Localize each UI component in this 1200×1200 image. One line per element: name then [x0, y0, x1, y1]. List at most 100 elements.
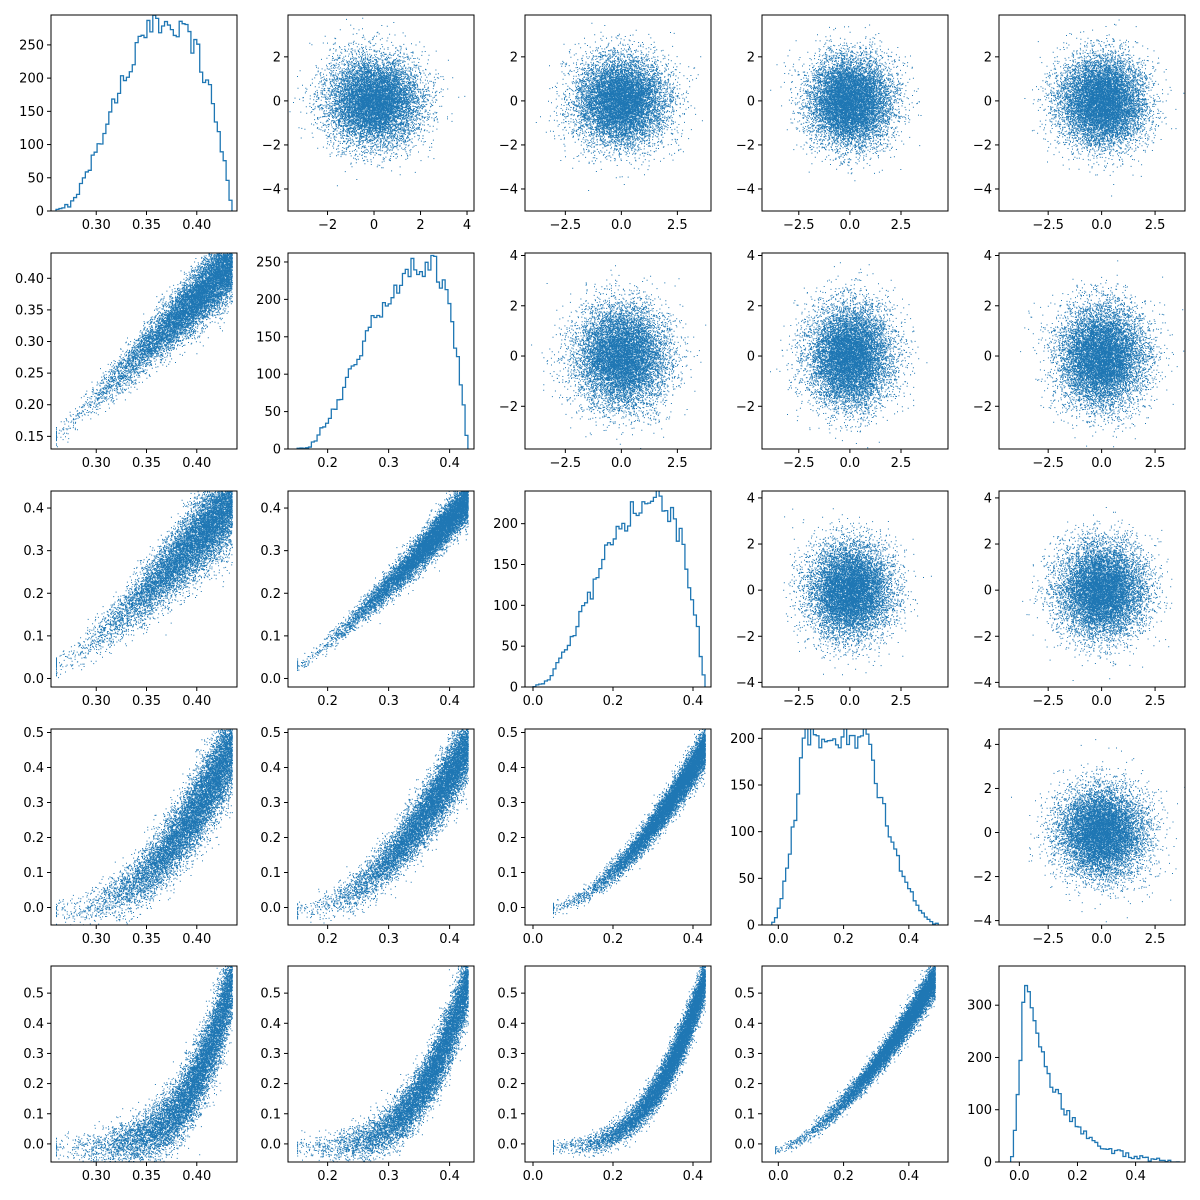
x-tick-label: 0.0	[840, 456, 861, 471]
x-tick-label: 0.2	[603, 694, 624, 709]
y-tick-label: 0.5	[260, 726, 281, 741]
x-tick-label: 0.30	[82, 218, 111, 233]
plot-area	[1009, 984, 1180, 1162]
axes-frame	[287, 14, 475, 212]
panel-r4-c4: 0.0 0.2 0.4 0 100 200 300	[967, 965, 1186, 1184]
scatter-points	[553, 729, 706, 918]
axes-frame	[998, 490, 1186, 688]
y-tick-label: 0.2	[260, 587, 281, 602]
y-tick-label: 0.1	[23, 1107, 44, 1122]
y-tick-label: 4	[510, 249, 518, 264]
y-tick-label: 0	[273, 94, 281, 109]
y-tick-label: 2	[984, 50, 992, 65]
x-tick-label: −2.5	[1032, 694, 1064, 709]
y-tick-label: 100	[19, 138, 44, 153]
plot-area	[297, 491, 469, 671]
y-tick-label: 0.4	[734, 1017, 755, 1032]
x-tick-label: 0.40	[182, 932, 211, 947]
x-tick-label: 0.4	[898, 932, 919, 947]
panel-r1-c1: 0.2 0.3 0.4 0 50 100 150 200 250	[256, 252, 475, 471]
panel-r0-c4: −2.5 0.0 2.5 −4 −2 0 2	[973, 14, 1186, 233]
y-tick-label: 4	[984, 491, 992, 506]
y-tick-label: 0.3	[260, 796, 281, 811]
scatter-points	[775, 966, 936, 1155]
y-tick-label: 0.2	[260, 831, 281, 846]
y-tick-label: 0	[510, 94, 518, 109]
y-tick-label: 0.3	[497, 1047, 518, 1062]
y-tick-label: 0.4	[23, 502, 44, 517]
panel-r2-c2: 0.0 0.2 0.4 0 50 100 150 200	[493, 490, 712, 709]
y-tick-label: 2	[984, 299, 992, 314]
y-tick-label: 2	[510, 50, 518, 65]
x-tick-label: 4	[463, 218, 471, 233]
y-tick-label: 0.35	[15, 303, 44, 318]
y-tick-label: 4	[747, 491, 755, 506]
x-tick-label: 0.4	[439, 694, 460, 709]
y-tick-label: 0.0	[260, 672, 281, 687]
x-tick-label: 0.4	[683, 932, 704, 947]
scatter-points	[783, 508, 932, 676]
plot-area	[289, 17, 466, 187]
x-tick-label: 0.4	[683, 1169, 704, 1184]
axes-frame	[50, 252, 238, 450]
x-tick-label: 2.5	[1145, 218, 1166, 233]
x-tick-label: 0.0	[768, 1169, 789, 1184]
panel-r4-c0: 0.30 0.35 0.40 0.0 0.1 0.2 0.3 0.4 0.5	[23, 965, 238, 1184]
histogram-step-line	[532, 491, 706, 687]
y-tick-label: 50	[27, 171, 44, 186]
y-tick-label: 0.4	[23, 761, 44, 776]
y-tick-label: 0.25	[15, 367, 44, 382]
y-tick-label: 0.3	[497, 796, 518, 811]
panel-r4-c2: 0.0 0.2 0.4 0.0 0.1 0.2 0.3 0.4 0.5	[497, 965, 712, 1184]
scatter-points	[531, 265, 707, 449]
x-tick-label: 2.5	[1145, 456, 1166, 471]
x-tick-label: 0.30	[82, 694, 111, 709]
panel-r1-c2: −2.5 0.0 2.5 −2 0 2 4	[499, 249, 712, 471]
panel-r0-c2: −2.5 0.0 2.5 −4 −2 0 2	[499, 14, 712, 233]
y-tick-label: 0.1	[497, 866, 518, 881]
y-tick-label: 100	[493, 599, 518, 614]
x-tick-label: 0.2	[833, 1169, 854, 1184]
y-tick-label: 50	[264, 405, 281, 420]
y-tick-label: 0.1	[23, 866, 44, 881]
x-tick-label: 2	[416, 218, 424, 233]
y-tick-label: −2	[973, 630, 992, 645]
y-tick-label: 200	[19, 72, 44, 87]
y-tick-label: 50	[501, 640, 518, 655]
y-tick-label: 0.4	[497, 1017, 518, 1032]
y-tick-label: 200	[730, 732, 755, 747]
scatter-points	[1024, 19, 1185, 197]
y-tick-label: 4	[747, 249, 755, 264]
y-tick-label: 0.4	[260, 1017, 281, 1032]
y-tick-label: −2	[736, 630, 755, 645]
axes-frame	[998, 728, 1186, 926]
y-tick-label: 0	[984, 94, 992, 109]
x-tick-label: −2	[318, 218, 337, 233]
axes-frame	[50, 965, 238, 1163]
y-tick-label: 0.2	[23, 1077, 44, 1092]
plot-area	[297, 966, 469, 1162]
x-tick-label: 0.2	[603, 932, 624, 947]
y-tick-label: 0	[747, 94, 755, 109]
axes-frame	[761, 14, 949, 212]
y-tick-label: −2	[499, 400, 518, 415]
y-tick-label: −2	[973, 870, 992, 885]
x-tick-label: 0.4	[1125, 1169, 1146, 1184]
x-tick-label: 0.4	[439, 932, 460, 947]
x-tick-label: 0.40	[182, 218, 211, 233]
x-tick-label: 0.0	[523, 932, 544, 947]
scatter-points	[297, 966, 469, 1162]
y-tick-label: 2	[510, 299, 518, 314]
y-tick-label: 0.3	[23, 544, 44, 559]
y-tick-label: 0.4	[497, 761, 518, 776]
plot-area	[296, 254, 469, 449]
y-tick-label: 0.5	[23, 987, 44, 1002]
x-tick-label: 2.5	[891, 456, 912, 471]
y-tick-label: −4	[499, 182, 518, 197]
y-tick-label: 0.3	[23, 796, 44, 811]
y-tick-label: 0	[747, 919, 755, 934]
plot-area	[56, 253, 233, 448]
y-tick-label: 200	[493, 517, 518, 532]
y-tick-label: 2	[747, 538, 755, 553]
plot-area	[532, 491, 706, 687]
